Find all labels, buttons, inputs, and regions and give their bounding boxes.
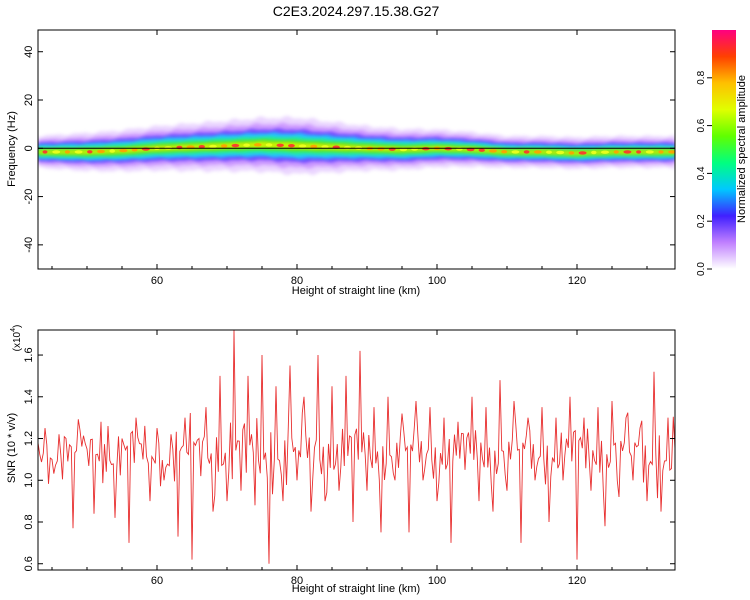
spectrogram-peak	[377, 147, 385, 151]
spectrogram-peak	[601, 150, 609, 154]
spectrogram-peak	[276, 143, 284, 147]
colorbar: 0.0 0.2 0.4 0.6 0.8 Normalized spectral ampl…	[696, 30, 748, 276]
spectrogram-peak	[198, 145, 205, 149]
spectrogram-y-axis-label: Frequency (Hz)	[6, 111, 18, 187]
spectrogram-peak	[511, 150, 520, 154]
spectrogram-y-tick-label: 0	[23, 145, 35, 151]
snr-y-tick-label: 0.6	[23, 556, 35, 571]
spectrogram-peak	[533, 150, 542, 154]
snr-series-line	[38, 330, 675, 564]
spectrogram-peak	[74, 150, 83, 154]
colorbar-bar	[712, 30, 736, 269]
snr-y-tick-label: 1.4	[23, 389, 35, 404]
spectrogram-y-tick-label: 20	[23, 94, 35, 106]
colorbar-label: Normalized spectral amplitude	[736, 75, 748, 223]
snr-x-tick-label: 100	[428, 575, 446, 587]
snr-panel: 60 80 100 120 0.6 0.8 1.0 1.2 1.4 1.6 Height of s…	[6, 325, 676, 595]
spectrogram-x-tick-label: 60	[151, 275, 163, 287]
spectrogram-peak	[578, 151, 587, 155]
spectrogram-peak	[231, 143, 240, 148]
spectrogram-peak	[221, 144, 228, 148]
spectrogram-peak	[668, 150, 675, 154]
spectrogram-peak	[42, 150, 48, 154]
snr-x-axis-label: Height of straight line (km)	[292, 583, 420, 595]
spectrogram-peak	[568, 151, 575, 155]
spectrogram-peak	[591, 150, 597, 155]
spectrogram-peak	[501, 150, 508, 154]
spectrogram-peak	[658, 150, 664, 154]
spectrogram-peak	[645, 150, 654, 154]
colorbar-tick-label: 0.8	[696, 70, 707, 84]
spectrogram-peak	[636, 150, 642, 154]
snr-plot-area	[38, 330, 675, 570]
spectrogram-peak	[321, 145, 329, 149]
snr-y-axis-label: SNR (10 * v/v)	[6, 413, 18, 483]
spectrogram-peak	[546, 150, 552, 154]
spectrogram-peak	[310, 144, 318, 149]
colorbar-tick-label: 0.4	[696, 166, 707, 180]
colorbar-tick-label: 0.0	[696, 262, 707, 276]
spectrogram-x-tick-label: 100	[428, 275, 446, 287]
snr-axes: 60 80 100 120 0.6 0.8 1.0 1.2 1.4 1.6	[23, 330, 675, 587]
spectrogram-panel: 60 80 100 120 -40 -20 0 20 40 Height of straight…	[6, 29, 676, 297]
snr-y-tick-label: 1.6	[23, 347, 35, 362]
spectrogram-peak	[52, 150, 61, 154]
spectrogram-peak	[613, 150, 619, 154]
snr-x-tick-label: 120	[568, 575, 586, 587]
colorbar-tick-label: 0.6	[696, 118, 707, 132]
spectrogram-peak	[209, 144, 217, 149]
spectrogram-peak	[288, 144, 295, 148]
snr-y-multiplier: (x104)	[10, 325, 23, 352]
snr-y-tick-label: 1.2	[23, 431, 35, 446]
spectrogram-x-tick-label: 120	[568, 275, 586, 287]
spectrogram-peak	[253, 143, 262, 147]
spectrogram-peak	[623, 150, 632, 154]
spectrogram-y-tick-label: -40	[23, 237, 35, 253]
spectrogram-peak	[97, 149, 105, 154]
colorbar-tick-label: 0.2	[696, 214, 707, 228]
spectrogram-peak	[243, 143, 250, 147]
snr-x-tick-label: 80	[291, 575, 303, 587]
spectrogram-y-tick-label: -20	[23, 189, 35, 205]
figure-title: C2E3.2024.297.15.38.G27	[273, 3, 440, 19]
spectrogram-x-tick-label: 80	[291, 275, 303, 287]
svg-text:(x104): (x104)	[10, 325, 23, 352]
spectrogram-peak	[489, 149, 497, 153]
spectrogram-peak	[119, 148, 128, 153]
spectrogram-y-tick-label: 40	[23, 46, 35, 58]
spectrogram-x-axis-label: Height of straight line (km)	[292, 285, 420, 297]
spectrogram-peak	[523, 150, 530, 154]
snr-y-tick-label: 1.0	[23, 473, 35, 488]
snr-y-multiplier-base: (x10	[12, 331, 23, 351]
spectrogram-peak	[265, 143, 273, 147]
spectrogram-peak	[478, 148, 485, 152]
spectrogram-peak	[298, 144, 307, 148]
spectrogram-peak	[87, 150, 93, 154]
snr-frame	[37, 329, 676, 571]
spectrogram-peak	[64, 150, 70, 154]
spectrogram-peak	[109, 149, 115, 153]
spectrogram-peak	[556, 150, 565, 155]
colorbar-axes: 0.0 0.2 0.4 0.6 0.8	[696, 70, 712, 276]
spectrogram-frame	[37, 29, 676, 270]
snr-y-tick-label: 0.8	[23, 514, 35, 529]
spectrogram-peak	[131, 148, 138, 152]
snr-y-multiplier-exp: 4	[10, 328, 17, 332]
snr-x-tick-label: 60	[151, 575, 163, 587]
spectrogram-marks	[38, 115, 675, 176]
spectrogram-axes: 60 80 100 120 -40 -20 0 20 40	[23, 30, 675, 287]
